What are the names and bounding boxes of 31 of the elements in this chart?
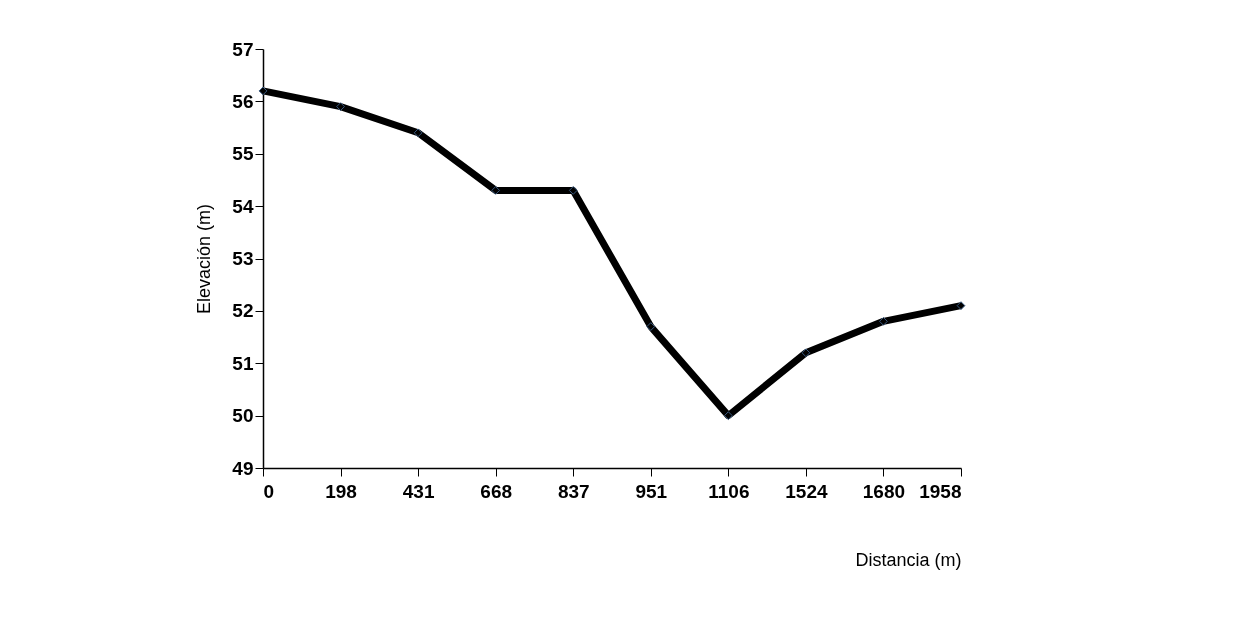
point: [801, 348, 811, 358]
point: [491, 186, 501, 195]
point: [336, 102, 345, 111]
y-tick-label: 51: [232, 352, 254, 374]
point: [646, 322, 656, 331]
y-tick-label: 49: [232, 457, 254, 479]
point: [568, 186, 578, 195]
y-tick-label: 53: [232, 248, 254, 269]
y-tick-label: 56: [232, 90, 254, 112]
x-tick-label: 951: [635, 480, 668, 502]
x-tick-label: 1958: [919, 480, 962, 502]
x-tick-label: 837: [557, 480, 590, 502]
x-tick-label: 1524: [785, 480, 828, 502]
y-axis-title: Elevación (m): [194, 203, 215, 315]
y-tick-label: 55: [232, 143, 254, 165]
point: [258, 86, 268, 96]
x-tick-label: 198: [325, 480, 357, 502]
x-axis-title: Distancia (m): [855, 549, 962, 570]
point: [723, 411, 733, 420]
point: [879, 316, 888, 326]
x-tick-label: 668: [480, 480, 513, 502]
x-tick-label: 1106: [708, 480, 750, 502]
point: [956, 301, 966, 311]
y-tick-label: 52: [232, 300, 254, 322]
point: [413, 128, 423, 138]
y-tick-label: 54: [232, 195, 254, 217]
x-tick-label: 431: [402, 480, 435, 502]
x-tick-label: 1680: [862, 480, 906, 502]
x-tick-label: 0: [263, 480, 275, 502]
y-tick-label: 57: [232, 38, 254, 60]
y-tick-label: 50: [232, 405, 254, 427]
